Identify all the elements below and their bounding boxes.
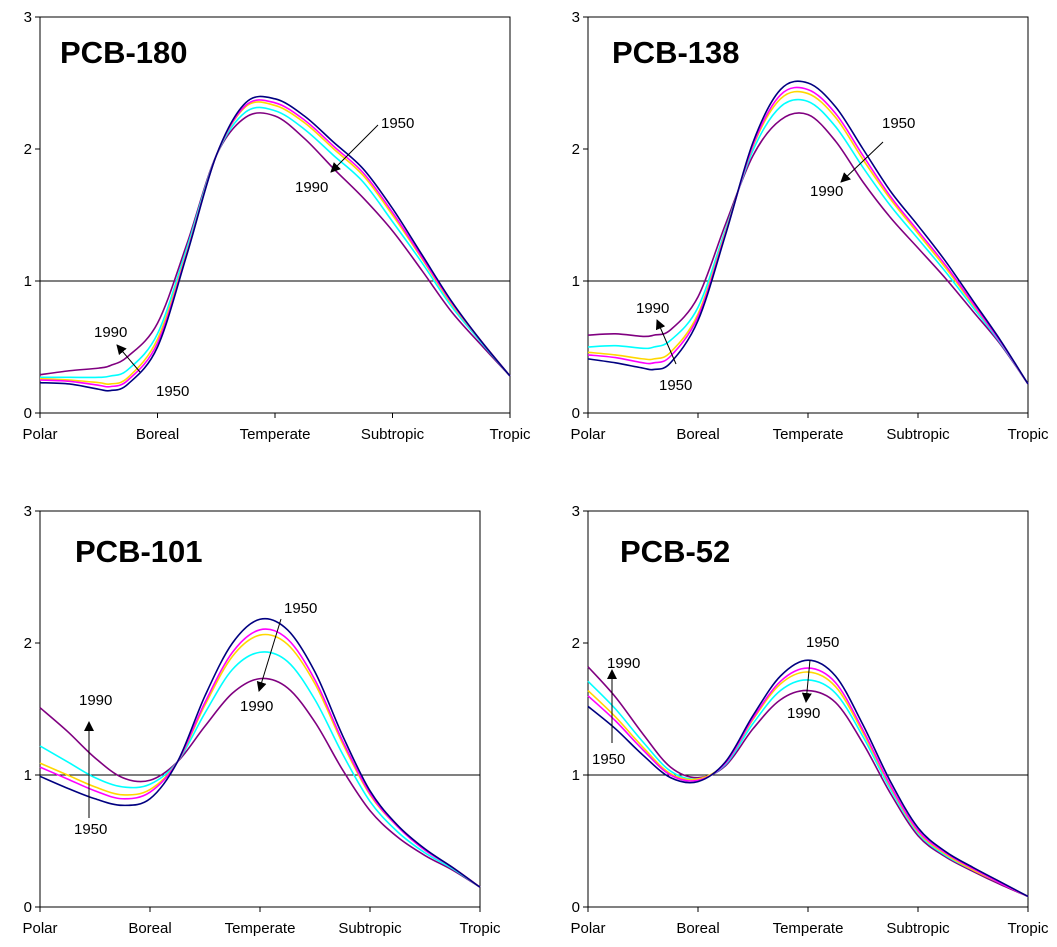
x-tick-label: Subtropic (361, 426, 425, 443)
x-tick-label: Tropic (459, 920, 501, 937)
y-tick-label: 2 (24, 141, 32, 158)
annotation-label-start: 1950 (592, 751, 625, 768)
annotation-label-end: 1990 (79, 692, 112, 709)
series-line-1950 (39, 95, 511, 392)
series-line-1970 (39, 101, 511, 386)
x-tick-label: Subtropic (886, 920, 950, 937)
annotation-label-end: 1990 (636, 300, 669, 317)
x-tick-label: Tropic (1007, 920, 1049, 937)
x-tick-label: Polar (570, 426, 605, 443)
series-line-1980 (39, 106, 511, 379)
series-line-1950 (587, 80, 1029, 385)
x-tick-label: Subtropic (886, 426, 950, 443)
panel-title: PCB-101 (75, 534, 203, 569)
x-tick-label: Temperate (773, 920, 844, 937)
series-line-1980 (587, 98, 1029, 385)
series-line-1960 (39, 99, 511, 388)
series-line-1960 (39, 628, 481, 888)
y-tick-label: 1 (24, 273, 32, 290)
y-tick-label: 3 (572, 503, 580, 520)
panel-title: PCB-180 (60, 35, 188, 70)
x-tick-label: Polar (22, 426, 57, 443)
series-line-1980 (39, 651, 481, 888)
annotation-label-end: 1990 (295, 179, 328, 196)
annotation-arrow (840, 141, 884, 183)
y-tick-label: 2 (572, 141, 580, 158)
series-line-1960 (587, 86, 1029, 385)
annotation-label-start: 1950 (882, 115, 915, 132)
panel-title: PCB-52 (620, 534, 730, 569)
y-tick-label: 0 (572, 899, 580, 916)
series-line-1990 (587, 112, 1029, 385)
chart-panel-pcb-101: 0 1 2 3 Polar Boreal Temperate Subtropic Tropic P… (22, 503, 501, 937)
series-line-1950 (587, 659, 1029, 898)
annotation-label-start: 1950 (659, 377, 692, 394)
series-line-1990 (39, 112, 511, 377)
y-tick-label: 3 (24, 9, 32, 26)
annotation-label-end: 1990 (787, 705, 820, 722)
annotation-label-end: 1990 (607, 655, 640, 672)
annotation-label-end: 1990 (240, 698, 273, 715)
chart-panel-pcb-52: 0 1 2 3 Polar Boreal Temperate Subtropic Tropic P… (570, 503, 1049, 937)
series-line-1990 (39, 677, 481, 888)
x-tick-label: Boreal (676, 920, 719, 937)
annotation-arrow (256, 618, 282, 692)
y-tick-label: 0 (572, 405, 580, 422)
chart-panel-pcb-138: 0 1 2 3 Polar Boreal Temperate Subtropic Tropic P… (570, 9, 1049, 443)
x-tick-label: Boreal (128, 920, 171, 937)
annotation-arrow (116, 344, 141, 373)
annotation-arrow (330, 124, 379, 173)
series-line-1960 (587, 667, 1029, 898)
x-tick-label: Polar (22, 920, 57, 937)
annotation-label-start: 1950 (806, 634, 839, 651)
x-tick-label: Temperate (225, 920, 296, 937)
y-tick-label: 1 (24, 767, 32, 784)
y-tick-label: 0 (24, 899, 32, 916)
x-tick-label: Boreal (136, 426, 179, 443)
x-tick-label: Polar (570, 920, 605, 937)
series-line-1970 (587, 671, 1029, 898)
annotation-label-start: 1950 (284, 600, 317, 617)
y-tick-label: 0 (24, 405, 32, 422)
x-tick-label: Temperate (773, 426, 844, 443)
y-tick-label: 2 (572, 635, 580, 652)
annotation-label-end: 1990 (94, 324, 127, 341)
x-tick-label: Subtropic (338, 920, 402, 937)
plot-frame (39, 16, 511, 414)
panel-title: PCB-138 (612, 35, 740, 70)
x-tick-label: Tropic (489, 426, 531, 443)
annotation-label-start: 1950 (74, 821, 107, 838)
annotation-arrow (801, 659, 812, 703)
x-tick-label: Boreal (676, 426, 719, 443)
x-tick-label: Tropic (1007, 426, 1049, 443)
y-tick-label: 3 (572, 9, 580, 26)
y-tick-label: 2 (24, 635, 32, 652)
y-tick-label: 1 (572, 273, 580, 290)
x-tick-label: Temperate (240, 426, 311, 443)
annotation-arrow (655, 319, 677, 365)
y-tick-label: 3 (24, 503, 32, 520)
series-line-1990 (587, 666, 1029, 898)
series-line-1970 (587, 90, 1029, 385)
chart-panel-pcb-180: 0 1 2 3 Polar Boreal Temperate Subtropic Tropic P… (22, 9, 531, 443)
annotation-label-start: 1950 (381, 115, 414, 132)
annotation-label-end: 1990 (810, 183, 843, 200)
series-line-1950 (39, 617, 481, 888)
annotation-label-start: 1950 (156, 383, 189, 400)
plot-frame (587, 16, 1029, 414)
y-tick-label: 1 (572, 767, 580, 784)
